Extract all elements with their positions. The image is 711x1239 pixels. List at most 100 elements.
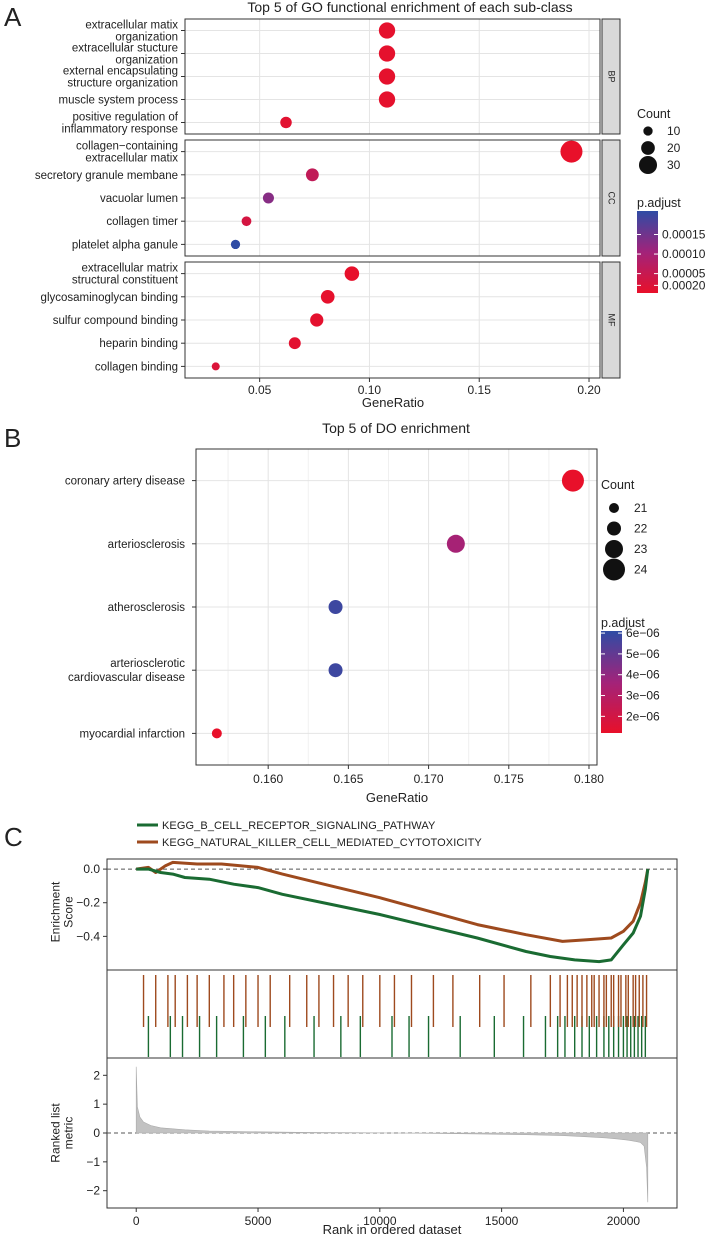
do-color-legend-label: 6e−06 bbox=[626, 626, 660, 640]
gsea-metric-y-tick-label: 1 bbox=[93, 1097, 100, 1111]
do-term-label: cardiovascular disease bbox=[68, 672, 185, 684]
go-term-label: extracellular matix bbox=[85, 153, 178, 165]
do-size-legend-dot bbox=[609, 503, 619, 513]
gsea-metric-y-tick-label: −1 bbox=[86, 1155, 100, 1169]
go-dot bbox=[378, 45, 396, 62]
do-color-legend-label: 3e−06 bbox=[626, 689, 660, 703]
go-dot bbox=[305, 168, 319, 182]
do-size-legend-label: 22 bbox=[634, 522, 648, 536]
do-dot bbox=[211, 728, 222, 739]
gsea-x-tick-label: 15000 bbox=[485, 1214, 519, 1228]
go-strip-label-cc: CC bbox=[607, 192, 617, 205]
go-term-label: sulfur compound binding bbox=[53, 315, 178, 327]
do-color-legend-bar bbox=[601, 631, 622, 733]
gsea-metric-y-title-line: Ranked list bbox=[49, 1103, 63, 1163]
go-term-label: extracellular matix bbox=[85, 20, 178, 32]
go-x-axis-title: GeneRatio bbox=[362, 395, 424, 410]
gsea-x-tick-label: 5000 bbox=[245, 1214, 272, 1228]
go-dot bbox=[262, 192, 274, 204]
go-term-label: extracellular stucture bbox=[72, 43, 178, 55]
go-dots bbox=[211, 22, 583, 371]
go-size-legend-label: 30 bbox=[667, 158, 681, 172]
gsea-x-tick-label: 0 bbox=[133, 1214, 140, 1228]
go-strip-label-mf: MF bbox=[607, 314, 617, 327]
do-dot bbox=[328, 663, 343, 678]
go-dot bbox=[241, 216, 252, 227]
go-term-label: inflammatory response bbox=[62, 124, 178, 136]
do-x-tick-label: 0.160 bbox=[253, 772, 283, 786]
gsea-x-axis-title: Rank in ordered dataset bbox=[323, 1222, 462, 1237]
go-dot-plot: Top 5 of GO functional enrichment of eac… bbox=[35, 0, 706, 410]
go-color-legend-title: p.adjust bbox=[637, 196, 681, 210]
do-x-axis-title: GeneRatio bbox=[366, 790, 428, 805]
gsea-es-frame bbox=[106, 858, 678, 971]
go-term-label: platelet alpha ganule bbox=[72, 239, 178, 251]
do-size-legend-dot bbox=[605, 540, 623, 558]
go-dot bbox=[288, 337, 301, 350]
do-size-legend-dot bbox=[603, 558, 625, 581]
go-term-label: organization bbox=[115, 55, 178, 67]
do-grid bbox=[196, 449, 597, 765]
go-color-legend-label: 0.00010 bbox=[662, 247, 706, 261]
gsea-metric-y-title-line: metric bbox=[62, 1117, 76, 1150]
gsea-metric-y-tick-label: −2 bbox=[86, 1184, 100, 1198]
go-dot bbox=[378, 68, 396, 85]
go-x-tick-label: 0.20 bbox=[577, 383, 601, 397]
go-term-label: collagen binding bbox=[95, 361, 178, 373]
panel-letter-b: B bbox=[4, 423, 21, 453]
do-dots bbox=[211, 469, 584, 739]
go-dot bbox=[378, 91, 396, 108]
gsea-es-y-title: Enrichment Score bbox=[49, 881, 76, 942]
go-term-labels: extracellular matixorganizationextracell… bbox=[35, 20, 185, 373]
gsea-metric-y-tick-label: 0 bbox=[93, 1126, 100, 1140]
gsea-es-y-tick-label: −0.2 bbox=[76, 896, 100, 910]
go-term-label: structure organization bbox=[67, 78, 178, 90]
go-size-legend-title: Count bbox=[637, 107, 671, 121]
go-term-label: vacuolar lumen bbox=[100, 193, 178, 205]
go-dot bbox=[280, 116, 292, 129]
go-color-legend-label: 0.00020 bbox=[662, 278, 706, 292]
do-color-legend-label: 2e−06 bbox=[626, 709, 660, 723]
do-dot bbox=[446, 534, 465, 553]
go-x-tick-label: 0.10 bbox=[358, 383, 382, 397]
go-term-label: collagen−containing bbox=[76, 141, 178, 153]
go-strip-cc bbox=[601, 139, 621, 257]
gsea-legend-label: KEGG_B_CELL_RECEPTOR_SIGNALING_PATHWAY bbox=[162, 820, 436, 832]
go-chart-title: Top 5 of GO functional enrichment of eac… bbox=[247, 0, 572, 15]
gsea-es-y-tick-label: −0.4 bbox=[76, 929, 100, 943]
do-term-label: arteriosclerotic bbox=[110, 658, 185, 670]
go-legend: Count 10 20 30 p.adjust 0.00020 0.00015 0.00010… bbox=[637, 107, 706, 293]
gsea-x-tick-label: 10000 bbox=[363, 1214, 397, 1228]
gsea-es-y-tick-label: 0.0 bbox=[83, 862, 100, 876]
panel-letter-c: C bbox=[4, 822, 23, 852]
do-size-legend-dot bbox=[607, 521, 621, 536]
panel-letter-a: A bbox=[4, 2, 22, 32]
go-term-label: structural constituent bbox=[72, 275, 179, 287]
gsea-es-line-nk-cell bbox=[135, 860, 650, 943]
do-x-tick-label: 0.170 bbox=[414, 772, 444, 786]
go-color-legend-label: 0.00005 bbox=[662, 267, 706, 281]
gsea-ranked-metric-area bbox=[135, 1066, 649, 1203]
go-strip-bp bbox=[601, 18, 621, 135]
do-color-legend-label: 4e−06 bbox=[626, 668, 660, 682]
go-size-legend-label: 10 bbox=[667, 124, 681, 138]
gsea-es-line-b-cell bbox=[136, 867, 650, 964]
gsea-hit-marks bbox=[142, 975, 648, 1057]
go-dot bbox=[378, 22, 396, 39]
go-term-label: positive regulation of bbox=[73, 112, 179, 124]
go-color-legend-label: 0.00015 bbox=[662, 227, 706, 241]
do-size-legend-label: 23 bbox=[634, 542, 648, 556]
go-x-ticks: 0.05 0.10 0.15 0.20 bbox=[248, 378, 601, 397]
do-term-labels: coronary artery disease arteriosclerosis a… bbox=[65, 476, 196, 740]
gsea-plot: KEGG_B_CELL_RECEPTOR_SIGNALING_PATHWAY KE… bbox=[49, 820, 678, 1237]
do-x-tick-label: 0.180 bbox=[574, 772, 604, 786]
do-color-legend-label: 5e−06 bbox=[626, 647, 660, 661]
go-term-label: glycosaminoglycan binding bbox=[41, 292, 178, 304]
do-term-label: atherosclerosis bbox=[108, 602, 186, 614]
go-x-tick-label: 0.05 bbox=[248, 383, 272, 397]
do-x-tick-label: 0.165 bbox=[333, 772, 363, 786]
go-dot bbox=[230, 239, 241, 250]
do-size-legend-title: Count bbox=[601, 478, 635, 492]
gsea-enrichment-lines bbox=[135, 860, 650, 964]
